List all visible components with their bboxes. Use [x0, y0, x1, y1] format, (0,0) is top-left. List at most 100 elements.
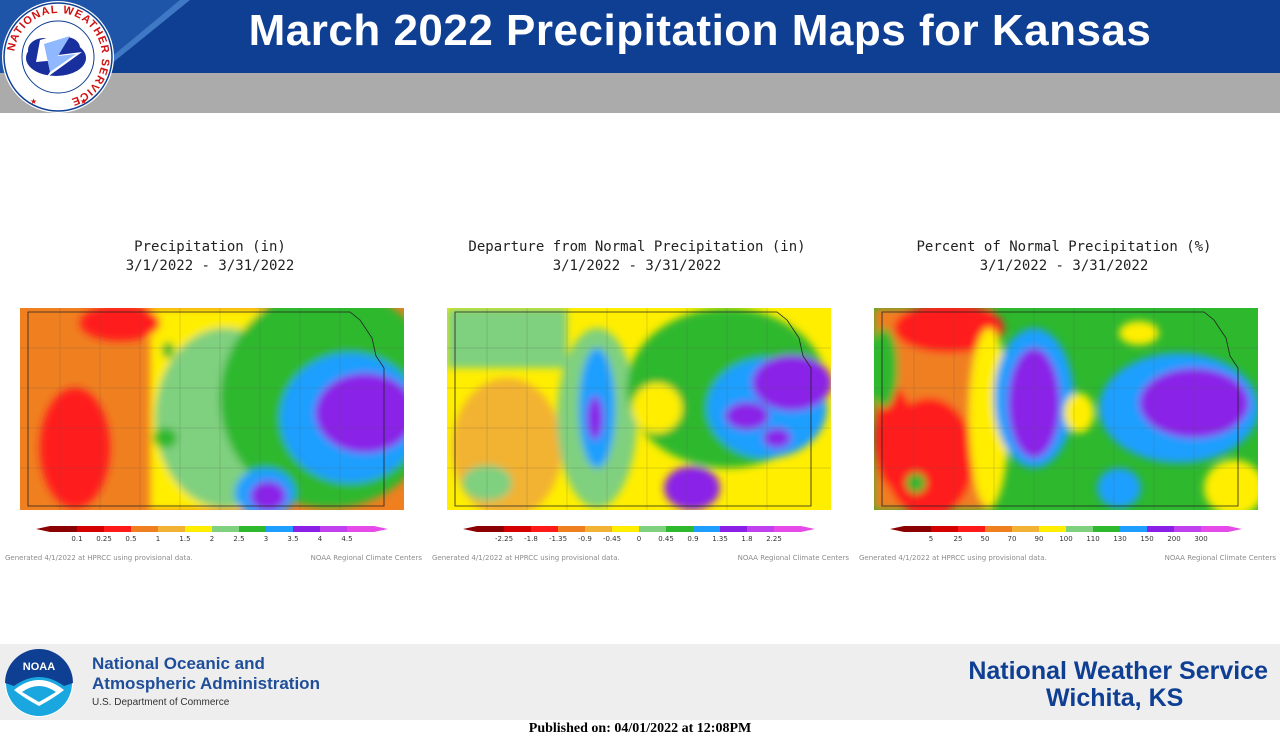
legend-tick-label: 1.5 [179, 535, 190, 543]
noaa-name-line1: National Oceanic and [92, 654, 265, 673]
nws-office: Wichita, KS [1046, 684, 1184, 712]
header-bar [0, 0, 1280, 73]
legend-tick-label: 3.5 [287, 535, 298, 543]
legend-swatch [747, 526, 775, 532]
noaa-department: U.S. Department of Commerce [92, 697, 230, 708]
legend-tick-label: -2.25 [495, 535, 513, 543]
legend-swatch [720, 526, 748, 532]
legend-swatch [666, 526, 694, 532]
legend-tick-label: 2.5 [233, 535, 244, 543]
legend-tick-label: -1.8 [524, 535, 538, 543]
legend-swatch [774, 526, 802, 532]
panel-title-label: Departure from Normal Precipitation (in) [468, 239, 806, 255]
legend-swatch [931, 526, 959, 532]
legend-swatch [1066, 526, 1094, 532]
legend-swatch [347, 526, 375, 532]
legend-swatch [266, 526, 294, 532]
footer-bar [0, 644, 1280, 720]
panel-date-range: 3/1/2022 - 3/31/2022 [979, 258, 1149, 274]
percent-map [874, 308, 1258, 510]
legend-tick-label: 300 [1194, 535, 1207, 543]
legend-swatch [504, 526, 532, 532]
legend-arrow-high [1228, 526, 1242, 532]
source-note: NOAA Regional Climate Centers [310, 554, 422, 562]
legend-tick-label: 50 [981, 535, 990, 543]
legend-swatch [531, 526, 559, 532]
source-note: NOAA Regional Climate Centers [737, 554, 849, 562]
legend-tick-label: 0.9 [687, 535, 698, 543]
legend-bar: 5 25 50 70 90 100 110 130 150 200 300 [890, 526, 1242, 543]
legend-swatch [558, 526, 586, 532]
legend-swatch [104, 526, 132, 532]
legend-swatch [212, 526, 240, 532]
legend-tick-label: 4 [318, 535, 323, 543]
legend-tick-label: 0 [637, 535, 641, 543]
legend-swatch [293, 526, 321, 532]
panel-date-range: 3/1/2022 - 3/31/2022 [125, 258, 295, 274]
legend-arrow-high [374, 526, 388, 532]
legend-tick-label: 3 [264, 535, 268, 543]
legend-tick-label: 0.45 [658, 535, 674, 543]
panel-percent: Percent of Normal Precipitation (%) 3/1/… [854, 236, 1276, 566]
precipitation-map [20, 308, 404, 510]
legend-tick-label: 0.5 [125, 535, 136, 543]
legend-tick-label: -0.45 [603, 535, 621, 543]
legend-tick-label: 150 [1140, 535, 1153, 543]
legend-tick-label: 0.1 [71, 535, 82, 543]
legend-tick-label: 1.8 [741, 535, 752, 543]
legend-tick-label: 100 [1059, 535, 1072, 543]
header-subbar [0, 73, 1280, 113]
legend-tick-label: 200 [1167, 535, 1180, 543]
legend-swatch [639, 526, 667, 532]
legend-tick-label: 1 [156, 535, 160, 543]
legend-tick-label: -1.35 [549, 535, 567, 543]
legend-swatch [1174, 526, 1202, 532]
generated-note: Generated 4/1/2022 at HPRCC using provis… [859, 554, 1047, 562]
legend-swatch [1120, 526, 1148, 532]
legend-swatch [77, 526, 105, 532]
legend-swatch [985, 526, 1013, 532]
legend-tick-label: 25 [954, 535, 963, 543]
legend-tick-label: 1.35 [712, 535, 728, 543]
generated-note: Generated 4/1/2022 at HPRCC using provis… [5, 554, 193, 562]
legend-tick-label: 5 [929, 535, 933, 543]
departure-map [447, 308, 831, 510]
noaa-bird-icon: NOAA [5, 649, 73, 717]
panel-title-label: Precipitation (in) [134, 239, 286, 255]
legend-tick-label: 70 [1008, 535, 1017, 543]
legend-swatch [693, 526, 721, 532]
legend-tick-label: 130 [1113, 535, 1126, 543]
panel-departure: Departure from Normal Precipitation (in)… [427, 236, 849, 566]
legend-swatch [904, 526, 932, 532]
legend-tick-label: 2.25 [766, 535, 782, 543]
legend-swatch [1201, 526, 1229, 532]
legend-arrow-low [463, 526, 477, 532]
svg-text:★: ★ [30, 97, 37, 106]
legend-tick-label: 110 [1086, 535, 1099, 543]
legend-swatch [320, 526, 348, 532]
legend-swatch [1147, 526, 1175, 532]
published-date: Published on: 04/01/2022 at 12:08PM [528, 721, 752, 736]
svg-text:★: ★ [80, 97, 87, 106]
legend-tick-label: 0.25 [96, 535, 112, 543]
legend-swatch [185, 526, 213, 532]
legend-swatch [1039, 526, 1067, 532]
legend-swatch [50, 526, 78, 532]
legend-swatch [477, 526, 505, 532]
panel-title-label: Percent of Normal Precipitation (%) [916, 239, 1212, 255]
legend-arrow-low [36, 526, 50, 532]
legend-tick-label: 90 [1035, 535, 1044, 543]
legend-swatch [239, 526, 267, 532]
panel-date-range: 3/1/2022 - 3/31/2022 [552, 258, 722, 274]
legend-tick-label: 2 [210, 535, 214, 543]
panel-title: Precipitation (in) 3/1/2022 - 3/31/2022 [0, 238, 420, 276]
source-note: NOAA Regional Climate Centers [1164, 554, 1276, 562]
panel-title: Percent of Normal Precipitation (%) 3/1/… [854, 238, 1274, 276]
page-title: March 2022 Precipitation Maps for Kansas [248, 6, 1152, 55]
nws-name: National Weather Service [968, 657, 1268, 685]
legend-swatch [1012, 526, 1040, 532]
legend-bar: -2.25 -1.8 -1.35 -0.9 -0.45 0 0.45 0.9 1.35 1.8 2.… [463, 526, 815, 543]
legend-swatch [612, 526, 640, 532]
svg-text:NOAA: NOAA [23, 661, 55, 673]
legend-swatch [585, 526, 613, 532]
